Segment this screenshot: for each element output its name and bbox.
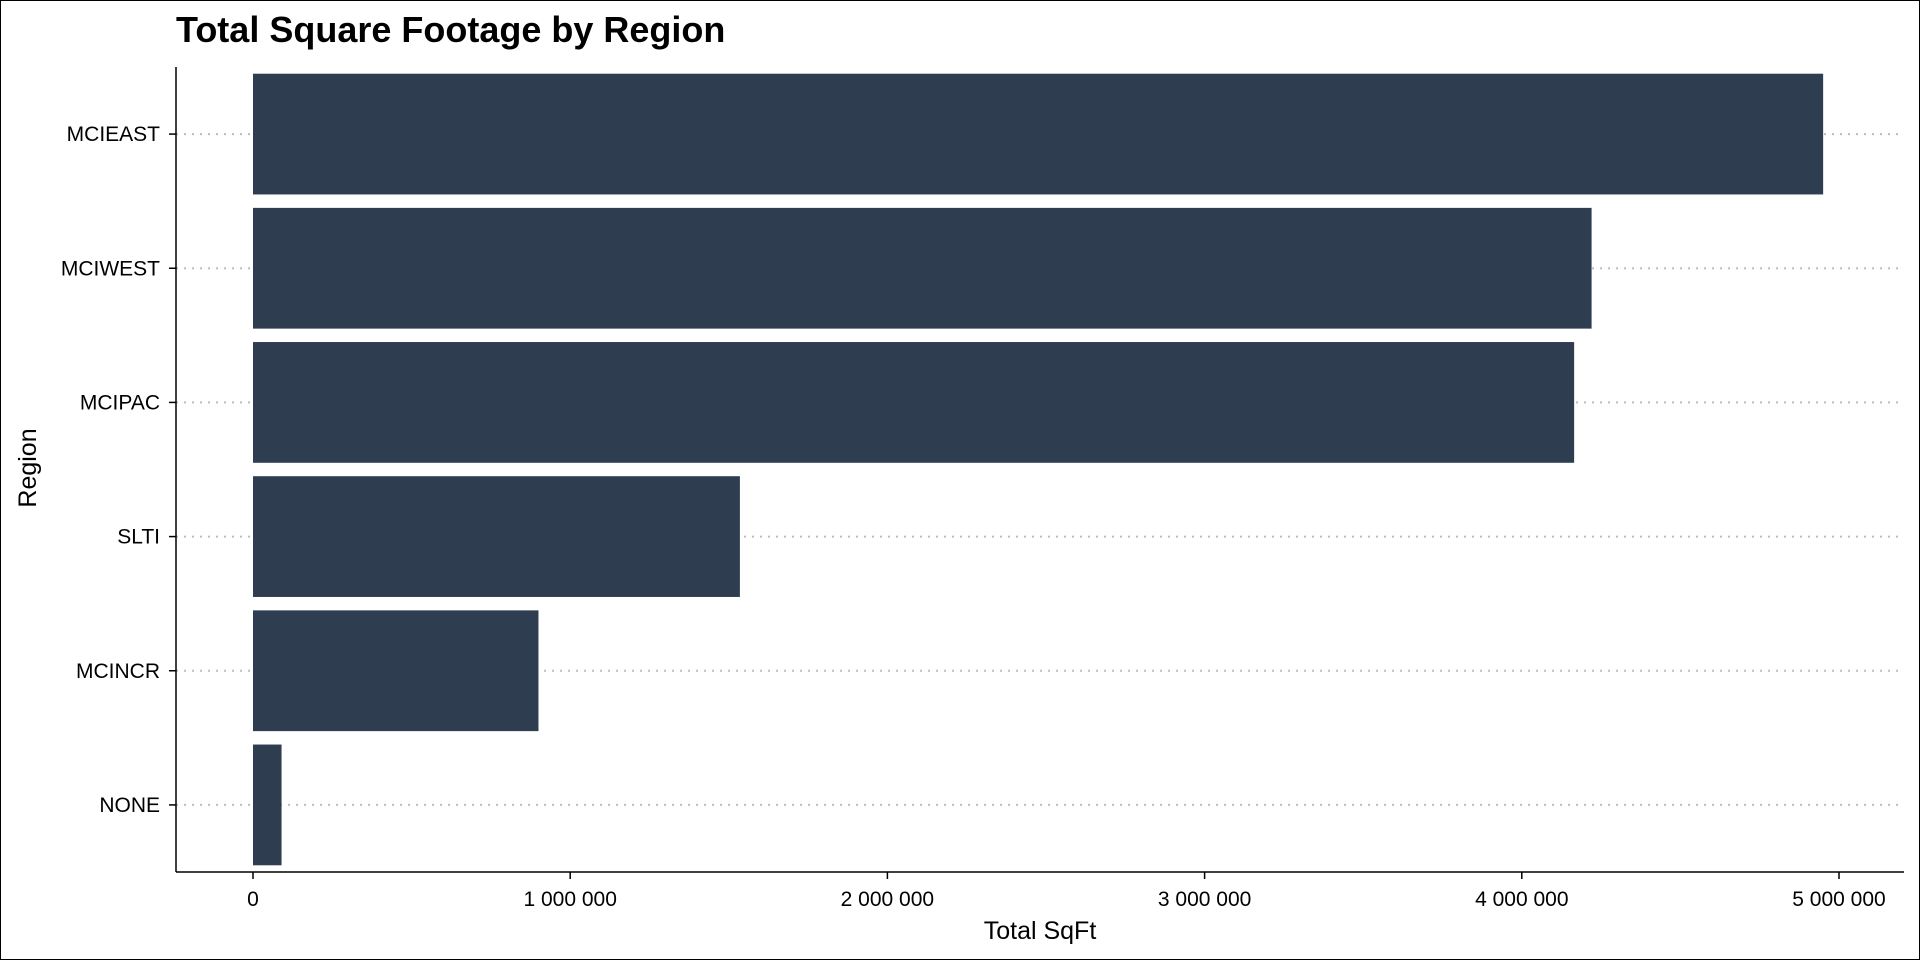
y-tick-label: MCINCR — [76, 660, 160, 683]
x-tick-label: 3 000 000 — [1158, 888, 1251, 911]
x-tick-label: 2 000 000 — [841, 888, 934, 911]
y-tick-label: MCIWEST — [61, 257, 160, 280]
y-tick-label: NONE — [99, 794, 160, 817]
x-tick-label: 4 000 000 — [1475, 888, 1568, 911]
bar-slti — [253, 476, 740, 597]
chart-title: Total Square Footage by Region — [176, 9, 725, 50]
y-tick-label: MCIPAC — [80, 391, 160, 414]
y-tick-label: SLTI — [117, 526, 160, 549]
bar-none — [253, 744, 282, 866]
bar-mciwest — [253, 207, 1592, 329]
bars — [253, 73, 1824, 866]
bar-mcipac — [253, 342, 1575, 463]
y-tick-label: MCIEAST — [67, 123, 161, 146]
x-tick-label: 1 000 000 — [523, 888, 616, 911]
axes — [175, 67, 1904, 873]
bar-mcieast — [253, 73, 1824, 195]
x-axis-ticks: 0 1 000 000 2 000 000 3 000 000 4 000 000 5 0… — [247, 872, 1886, 911]
x-tick-label: 0 — [247, 888, 259, 911]
y-axis-title: Region — [14, 428, 42, 507]
y-axis-ticks: MCIEAST MCIWEST MCIPAC SLTI MCINCR NONE — [61, 123, 176, 817]
x-tick-label: 5 000 000 — [1792, 888, 1885, 911]
x-axis-title: Total SqFt — [984, 917, 1097, 945]
bar-mcincr — [253, 610, 539, 732]
